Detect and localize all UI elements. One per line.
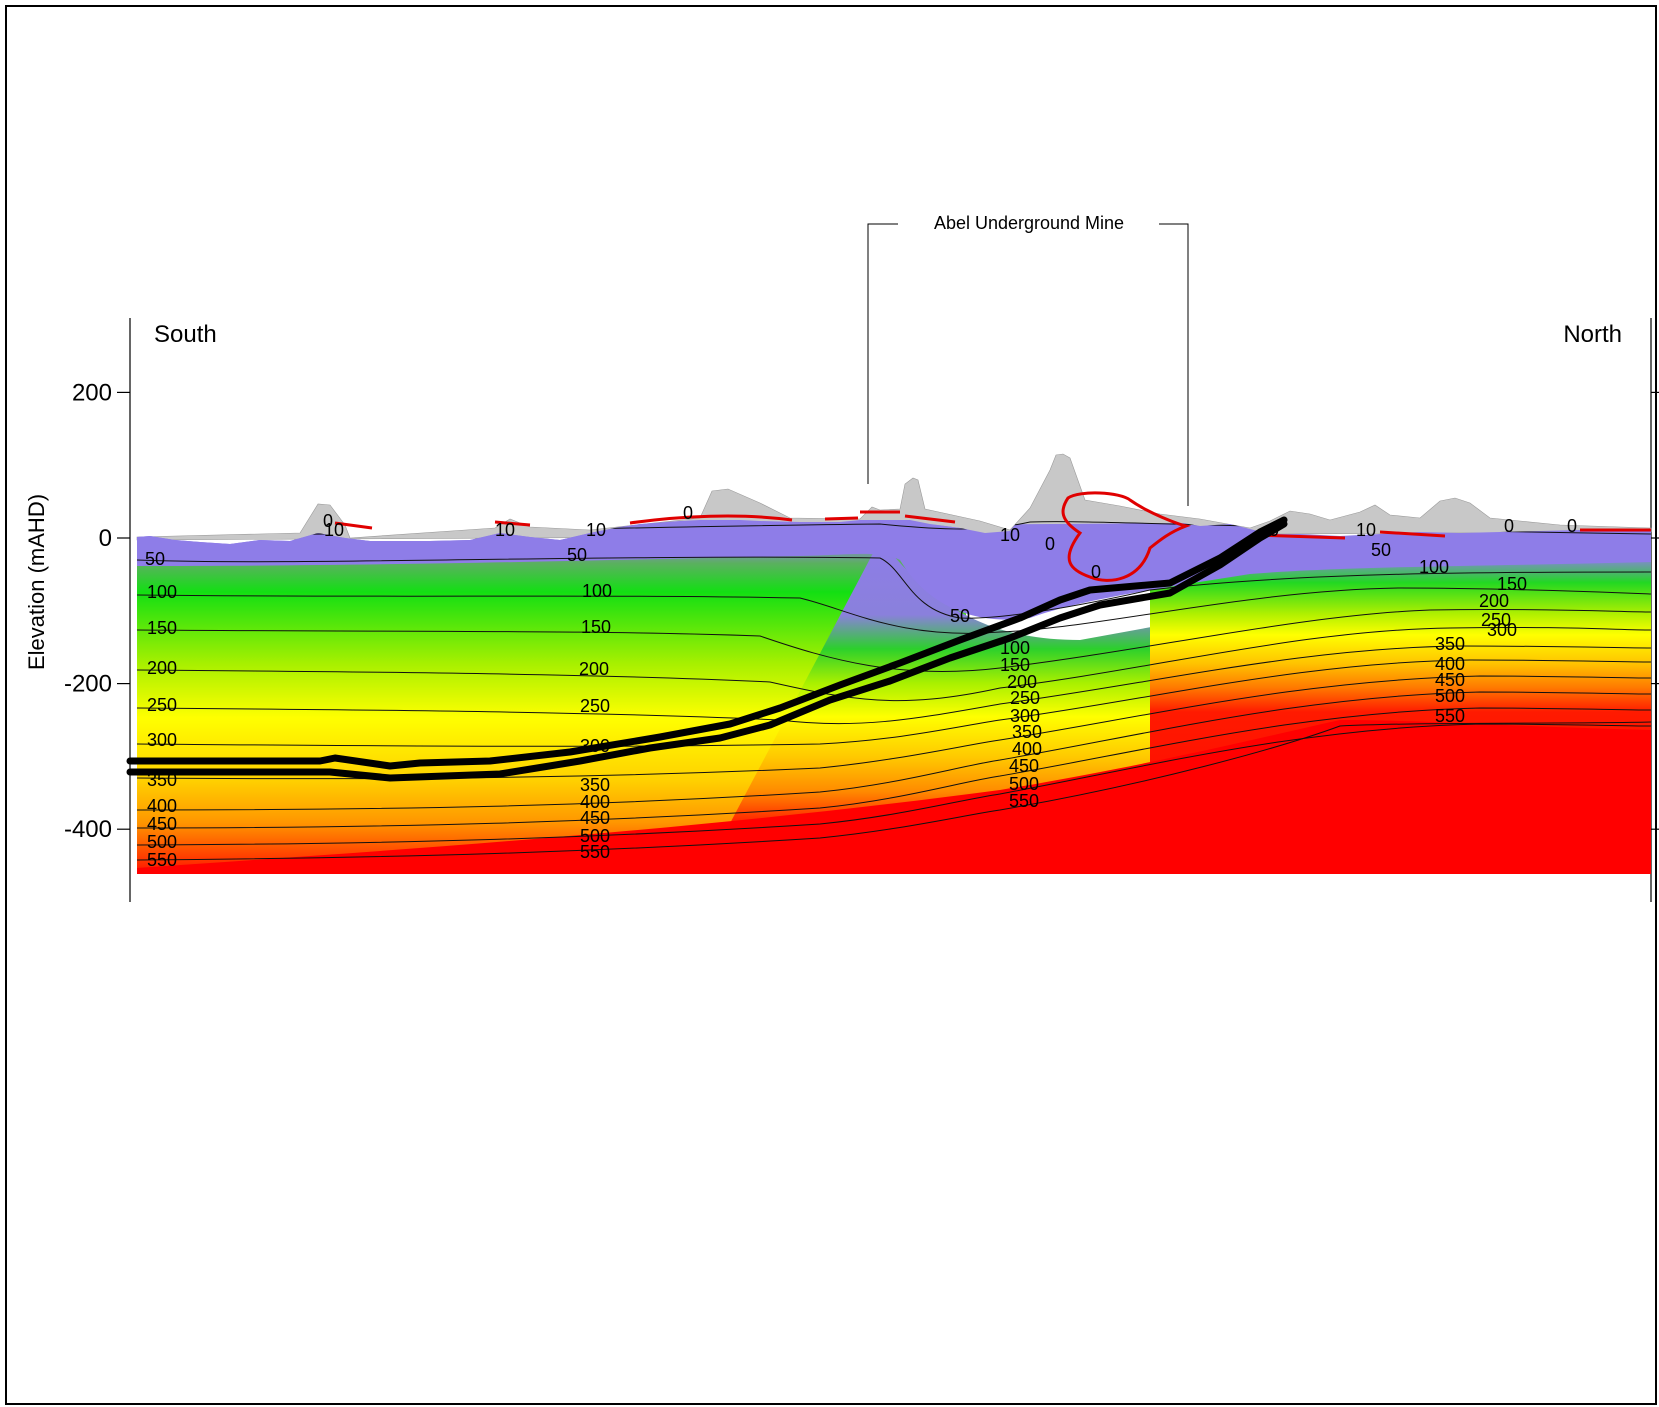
- head-field: [137, 520, 1651, 874]
- contour-label: 450: [1009, 756, 1039, 776]
- contour-label: 150: [1000, 655, 1030, 675]
- south-label: South: [154, 321, 217, 348]
- zero-contour: [1379, 530, 1446, 538]
- contour-label: 200: [147, 658, 177, 678]
- contour-label: 400: [580, 792, 610, 812]
- contour-label: 50: [950, 606, 970, 626]
- field-deep-red: [137, 720, 1651, 874]
- contour-label: 350: [147, 770, 177, 790]
- contour-label: 300: [580, 736, 610, 756]
- contour-label: 150: [147, 618, 177, 638]
- contour-label: 10: [495, 520, 515, 540]
- contour-label: 400: [147, 796, 177, 816]
- contour-label: 100: [582, 581, 612, 601]
- contour-line: [137, 626, 1651, 702]
- contour-label: 450: [1435, 670, 1465, 690]
- y-axis-title: Elevation (mAHD): [24, 494, 49, 670]
- contour-label: 50: [1371, 540, 1391, 560]
- contour-label: 300: [1010, 706, 1040, 726]
- contour-label: 10: [1356, 520, 1376, 540]
- seam-line: [126, 520, 1288, 782]
- contour-label: 0: [1269, 520, 1279, 540]
- contour-line: [137, 659, 1651, 747]
- contour-line: [137, 723, 1651, 846]
- north-label: North: [1563, 321, 1622, 348]
- contour-label: 200: [579, 659, 609, 679]
- contour-label: 550: [1435, 706, 1465, 726]
- contour-label: 0: [683, 503, 693, 523]
- contour-label: 500: [1009, 774, 1039, 794]
- contour-label: 200: [1479, 591, 1509, 611]
- contour-label: 0: [323, 511, 333, 531]
- mine-bracket-left: [867, 223, 898, 484]
- contour-label: 0: [1045, 534, 1055, 554]
- y-tick-label: 200: [72, 379, 112, 406]
- contour-label: 250: [1481, 610, 1511, 630]
- contour-label: 400: [1012, 739, 1042, 759]
- contour-label: 550: [1009, 791, 1039, 811]
- contour-label: 150: [581, 617, 611, 637]
- contour-label: 100: [1419, 557, 1449, 577]
- contour-label: 250: [147, 695, 177, 715]
- contour-label: 350: [1435, 634, 1465, 654]
- contour-label: 50: [145, 549, 165, 569]
- contour-line: [137, 707, 1651, 829]
- contour-label: 0: [1504, 516, 1514, 536]
- contour-label: 0: [1091, 562, 1101, 582]
- contour-line: [137, 721, 1651, 861]
- contour-label: 50: [567, 545, 587, 565]
- contour-label: 200: [1007, 672, 1037, 692]
- y-tick-label: 0: [99, 525, 112, 552]
- contour-label: 100: [1000, 638, 1030, 658]
- y-tick-label: -400: [64, 816, 112, 843]
- contour-label: 500: [580, 826, 610, 846]
- contour-label: 450: [147, 814, 177, 834]
- zero-contour: [334, 521, 373, 530]
- contour-line: [137, 645, 1651, 725]
- coal-seam: [126, 516, 1288, 782]
- field-shallow: [137, 520, 1651, 620]
- y-tick-label: -200: [64, 671, 112, 698]
- contour-label: 250: [580, 696, 610, 716]
- contour-line: [137, 608, 1651, 673]
- contour-label: 350: [1012, 722, 1042, 742]
- contour-label: 0: [1567, 516, 1577, 536]
- seam-line: [126, 516, 1288, 770]
- zero-contour: [494, 520, 531, 527]
- contour-label: 350: [580, 775, 610, 795]
- contour-line: [137, 691, 1651, 811]
- contour-label: 250: [1010, 688, 1040, 708]
- y-axis: 200 0 -200 -400 Elevation (mAHD): [24, 318, 1659, 902]
- mine-bracket-right: [1159, 223, 1189, 506]
- zero-contour: [824, 516, 859, 521]
- zero-contour: [629, 514, 793, 525]
- contour-label: 300: [147, 730, 177, 750]
- contour-label: 550: [147, 850, 177, 870]
- figure-frame: [5, 5, 1657, 1405]
- contour-label: 500: [1435, 686, 1465, 706]
- contour-label: 450: [580, 808, 610, 828]
- zero-contour: [904, 514, 956, 524]
- contour-label: 10: [586, 520, 606, 540]
- contour-label: 550: [580, 842, 610, 862]
- zero-contour: [1061, 491, 1192, 582]
- contour-label: 300: [1487, 620, 1517, 640]
- contour-label: 400: [1435, 654, 1465, 674]
- contour-label: 150: [1497, 574, 1527, 594]
- mine-annotation: Abel Underground Mine: [934, 213, 1124, 233]
- contour-label: 500: [147, 832, 177, 852]
- contour-line: [137, 556, 1651, 619]
- contour-label: 10: [324, 520, 344, 540]
- contour-label: 100: [147, 582, 177, 602]
- mine-bracket: Abel Underground Mine: [867, 213, 1189, 506]
- contour-label: 10: [1000, 525, 1020, 545]
